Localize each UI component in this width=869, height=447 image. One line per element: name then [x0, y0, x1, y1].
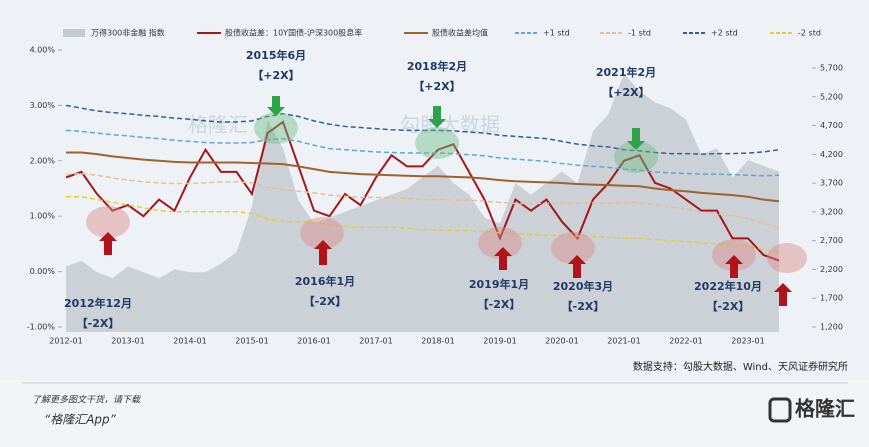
- highlight: [254, 112, 298, 144]
- annotation-date: 2020年3月: [553, 279, 613, 293]
- annotation-tag: 【+2X】: [602, 86, 649, 99]
- y2-tick-label: 3,700: [820, 179, 843, 188]
- highlight: [415, 127, 459, 159]
- annotation-tag: 【+2X】: [252, 69, 299, 82]
- x-tick-label: 2022-01: [669, 337, 702, 346]
- watermark: 格隆汇: [188, 113, 248, 137]
- y-tick-label: 3.00%: [30, 101, 56, 110]
- legend-label: 股债收益差均值: [432, 28, 488, 38]
- arrow: [774, 283, 792, 306]
- highlight: [86, 206, 130, 238]
- annotation-tag: 【-2X】: [562, 300, 605, 313]
- legend-label: -1 std: [628, 29, 651, 38]
- arrow: [494, 247, 512, 270]
- annotation-date: 2012年12月: [64, 296, 132, 310]
- y2-tick-label: 4,700: [820, 121, 843, 130]
- footer-text: 了解更多图文干货，请下载: [32, 395, 141, 406]
- x-tick-label: 2012-01: [49, 337, 82, 346]
- index-area: [66, 73, 779, 332]
- legend-label: -2 std: [798, 29, 821, 38]
- y2-tick-label: 2,700: [820, 236, 843, 245]
- x-tick-label: 2016-01: [297, 337, 330, 346]
- legend-label: +1 std: [543, 29, 570, 38]
- x-tick-label: 2015-01: [235, 337, 268, 346]
- annotation-date: 2021年2月: [596, 65, 656, 79]
- x-tick-label: 2020-01: [545, 337, 578, 346]
- highlight: [478, 227, 522, 259]
- legend-label: 万得300非金融 指数: [91, 28, 165, 38]
- legend-label: 股债收益差：10Y国债-沪深300股息率: [225, 28, 362, 38]
- highlight: [551, 232, 595, 264]
- y2-tick-label: 3,200: [820, 207, 843, 216]
- arrow: [314, 240, 332, 265]
- source: 数据支持：勾股大数据、Wind、天风证券研究所: [633, 360, 848, 373]
- series-line: [66, 151, 780, 203]
- annotation-date: 2015年6月: [246, 48, 306, 62]
- annotation-tag: 【-2X】: [304, 295, 347, 308]
- y-tick-label: -1.00%: [27, 323, 56, 332]
- arrow: [568, 255, 586, 278]
- arrow: [267, 96, 285, 116]
- arrow: [99, 232, 117, 255]
- x-tick-label: 2019-01: [483, 337, 516, 346]
- series-line: [66, 196, 780, 253]
- arrow: [725, 255, 743, 278]
- footer-text: “格隆汇App”: [44, 413, 117, 427]
- legend-label: +2 std: [711, 29, 738, 38]
- x-tick-label: 2014-01: [173, 337, 206, 346]
- annotation-date: 2019年1月: [469, 277, 529, 291]
- y2-tick-label: 5,200: [820, 92, 843, 101]
- logo-icon: [768, 397, 792, 423]
- x-tick-label: 2023-01: [731, 337, 764, 346]
- arrow: [428, 106, 446, 128]
- y2-tick-label: 4,200: [820, 150, 843, 159]
- annotation-tag: 【-2X】: [707, 300, 750, 313]
- y2-tick-label: 5,700: [820, 63, 843, 72]
- annotation-tag: 【+2X】: [413, 80, 460, 93]
- y-tick-label: 1.00%: [30, 212, 56, 221]
- y-tick-label: 4.00%: [30, 45, 56, 54]
- series-line: [65, 172, 780, 229]
- highlight: [300, 217, 344, 249]
- x-tick-label: 2017-01: [359, 337, 392, 346]
- y-tick-label: 2.00%: [30, 156, 56, 165]
- x-tick-label: 2013-01: [111, 337, 144, 346]
- annotation-tag: 【-2X】: [77, 317, 120, 330]
- logo: 格隆汇: [795, 397, 855, 421]
- highlight: [767, 243, 807, 273]
- x-tick-label: 2021-01: [607, 337, 640, 346]
- arrow: [627, 128, 645, 150]
- y2-tick-label: 2,200: [820, 265, 843, 274]
- annotation-tag: 【-2X】: [478, 298, 521, 311]
- highlight: [614, 141, 658, 173]
- y2-tick-label: 1,700: [820, 294, 843, 303]
- y2-tick-label: 1,200: [820, 322, 843, 331]
- y-tick-label: 0.00%: [30, 267, 56, 276]
- annotation-date: 2022年10月: [694, 279, 762, 293]
- annotation-date: 2018年2月: [407, 59, 467, 73]
- series-line: [65, 120, 780, 262]
- annotation-date: 2016年1月: [295, 274, 355, 288]
- legend-swatch: [63, 29, 85, 37]
- x-tick-label: 2018-01: [421, 337, 454, 346]
